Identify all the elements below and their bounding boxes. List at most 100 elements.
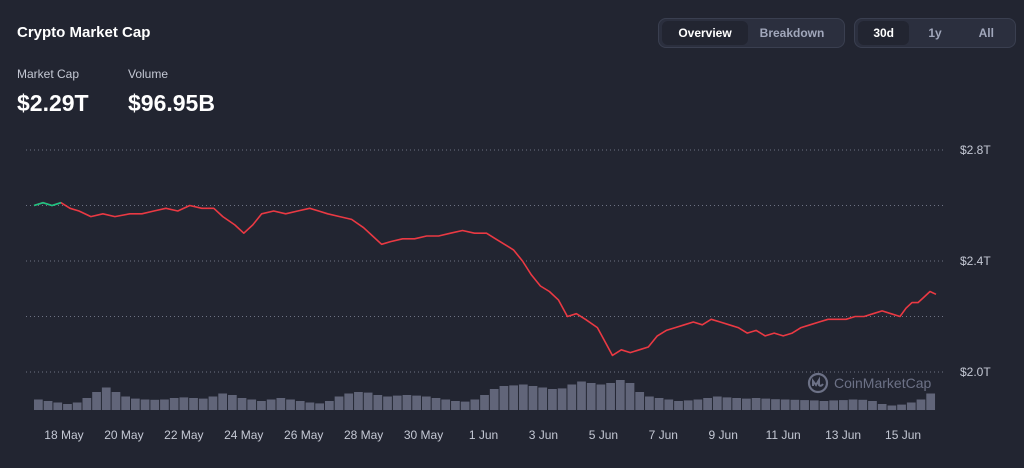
volume-bar xyxy=(664,399,674,410)
volume-bar xyxy=(412,395,421,410)
volume-bar xyxy=(606,383,615,410)
volume-bar xyxy=(586,383,596,410)
volume-bar xyxy=(295,401,305,410)
volume-bar xyxy=(800,400,809,410)
volume-bar xyxy=(286,399,295,410)
volume-bar xyxy=(63,404,72,410)
x-tick-label: 1 Jun xyxy=(469,428,498,442)
volume-bar xyxy=(189,398,198,410)
volume-bar xyxy=(470,399,480,410)
volume-bar xyxy=(615,380,625,410)
volume-bar xyxy=(305,402,315,410)
volume-bar xyxy=(373,395,383,410)
coinmarketcap-logo-icon xyxy=(807,372,829,394)
volume-bar xyxy=(625,383,635,410)
x-tick-label: 9 Jun xyxy=(709,428,738,442)
x-tick-label: 3 Jun xyxy=(529,428,558,442)
volume-bar xyxy=(451,401,460,410)
tab-overview[interactable]: Overview xyxy=(662,21,748,45)
volume-bar xyxy=(247,399,257,410)
volume-bar xyxy=(111,392,121,410)
volume-bar xyxy=(897,404,906,410)
volume-bar xyxy=(431,398,441,410)
volume-bar xyxy=(344,393,354,410)
price-line xyxy=(33,201,937,357)
market-cap-label: Market Cap xyxy=(17,67,80,81)
market-cap-value: $2.29T xyxy=(17,90,89,116)
x-tick-label: 5 Jun xyxy=(589,428,618,442)
page-title: Crypto Market Cap xyxy=(17,24,151,41)
volume-bar xyxy=(480,395,489,410)
volume-bar xyxy=(877,404,887,410)
range-1y-button[interactable]: 1y xyxy=(928,26,942,40)
view-toggle: Overview Breakdown xyxy=(658,18,845,48)
volume-bar xyxy=(780,399,790,410)
volume-bar xyxy=(441,399,451,410)
volume-bar xyxy=(839,400,848,410)
volume-bar xyxy=(421,396,431,410)
volume-bar xyxy=(742,398,751,410)
volume-bar xyxy=(693,399,703,410)
volume-bar xyxy=(538,387,548,410)
volume-bar xyxy=(140,399,150,410)
volume-bar xyxy=(354,392,363,410)
volume-bar xyxy=(732,398,742,410)
volume-bar xyxy=(509,385,518,410)
volume-bar xyxy=(92,392,101,410)
volume-bar xyxy=(227,395,237,410)
volume-bar xyxy=(383,396,392,410)
volume-bar xyxy=(315,403,324,410)
x-tick-label: 15 Jun xyxy=(885,428,921,442)
volume-bar xyxy=(683,400,693,410)
volume-bar xyxy=(868,401,877,410)
volume-bar xyxy=(198,398,208,410)
volume-bar xyxy=(596,384,606,410)
x-tick-label: 20 May xyxy=(104,428,143,442)
y-axis: $2.8T $2.4T $2.0T xyxy=(960,143,991,379)
volume-bar xyxy=(771,399,780,410)
x-tick-label: 28 May xyxy=(344,428,383,442)
volume-bar xyxy=(34,399,43,410)
volume-bar xyxy=(703,398,712,410)
volume-bar xyxy=(829,400,839,410)
range-30d-button[interactable]: 30d xyxy=(858,21,910,45)
y-tick-label: $2.4T xyxy=(960,254,991,268)
volume-bar xyxy=(635,392,645,410)
volume-bar xyxy=(160,399,169,410)
range-toggle: 30d 1y All xyxy=(854,18,1016,48)
volume-bar xyxy=(712,396,722,410)
volume-bar xyxy=(518,384,528,410)
watermark-text: CoinMarketCap xyxy=(834,375,931,391)
x-tick-label: 18 May xyxy=(44,428,83,442)
volume-bar xyxy=(101,387,111,410)
volume-bar xyxy=(257,401,266,410)
volume-bar xyxy=(53,402,63,410)
volume-bars xyxy=(34,380,936,410)
volume-bar xyxy=(577,381,586,410)
volume-bar xyxy=(208,396,218,410)
x-tick-label: 26 May xyxy=(284,428,323,442)
volume-bar xyxy=(674,401,683,410)
volume-bar xyxy=(237,398,247,410)
volume-bar xyxy=(82,398,92,410)
y-tick-label: $2.8T xyxy=(960,143,991,157)
range-all-button[interactable]: All xyxy=(978,26,994,40)
tab-breakdown[interactable]: Breakdown xyxy=(759,26,825,40)
volume-bar xyxy=(790,399,800,410)
volume-bar xyxy=(926,393,936,410)
volume-bar xyxy=(121,396,131,410)
volume-bar xyxy=(809,400,819,410)
volume-bar xyxy=(848,399,858,410)
volume-bar xyxy=(266,399,276,410)
volume-bar xyxy=(169,398,179,410)
volume-bar xyxy=(761,398,771,410)
volume-bar xyxy=(819,401,829,410)
volume-bar xyxy=(460,401,470,410)
volume-bar xyxy=(334,396,344,410)
volume-bar xyxy=(218,393,228,410)
x-tick-label: 13 Jun xyxy=(825,428,861,442)
grid-lines xyxy=(26,149,946,373)
volume-bar xyxy=(130,398,140,410)
volume-bar xyxy=(402,395,412,410)
